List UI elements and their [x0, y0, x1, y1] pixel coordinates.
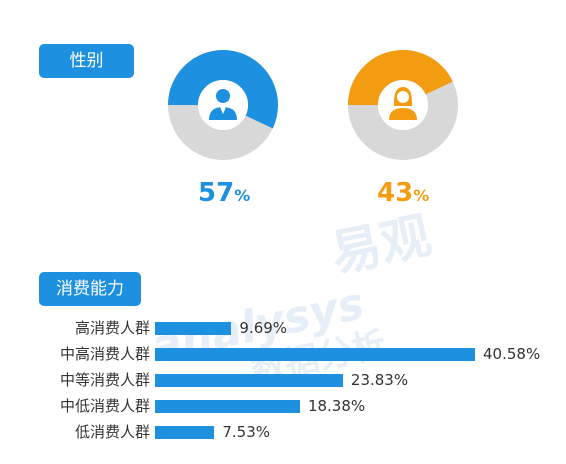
bar — [155, 400, 300, 413]
bar-category-label: 低消费人群 — [74, 423, 150, 441]
bar-category-label: 高消费人群 — [74, 319, 150, 337]
bar — [155, 348, 475, 361]
bar-category-label: 中高消费人群 — [59, 345, 150, 363]
female-donut-slice — [348, 50, 453, 106]
female-percentage-number: 43 — [377, 178, 414, 208]
bar — [155, 322, 232, 335]
female-donut-chart — [348, 50, 458, 160]
bar-category-label: 中等消费人群 — [59, 371, 150, 389]
male-donut-slice — [168, 50, 278, 129]
male-donut-chart — [168, 50, 278, 160]
male-percentage: 57% — [198, 178, 250, 211]
female-percentage: 43% — [377, 178, 429, 211]
spending-tag: 消费能力 — [39, 272, 141, 306]
bar-value-label: 23.83% — [350, 371, 409, 389]
gender-tag: 性别 — [39, 44, 134, 78]
bar — [155, 426, 215, 439]
female-person-icon — [389, 87, 417, 120]
bar-value-label: 40.58% — [483, 345, 541, 363]
male-percentage-symbol: % — [234, 186, 251, 205]
bar-value-label: 9.69% — [239, 319, 288, 337]
bar-category-label: 中低消费人群 — [59, 397, 150, 415]
male-percentage-number: 57 — [198, 178, 235, 208]
bar-value-label: 7.53% — [222, 423, 271, 441]
bar-value-label: 18.38% — [307, 397, 366, 415]
female-percentage-symbol: % — [413, 186, 430, 205]
male-person-icon — [209, 89, 237, 120]
bar — [155, 374, 343, 387]
